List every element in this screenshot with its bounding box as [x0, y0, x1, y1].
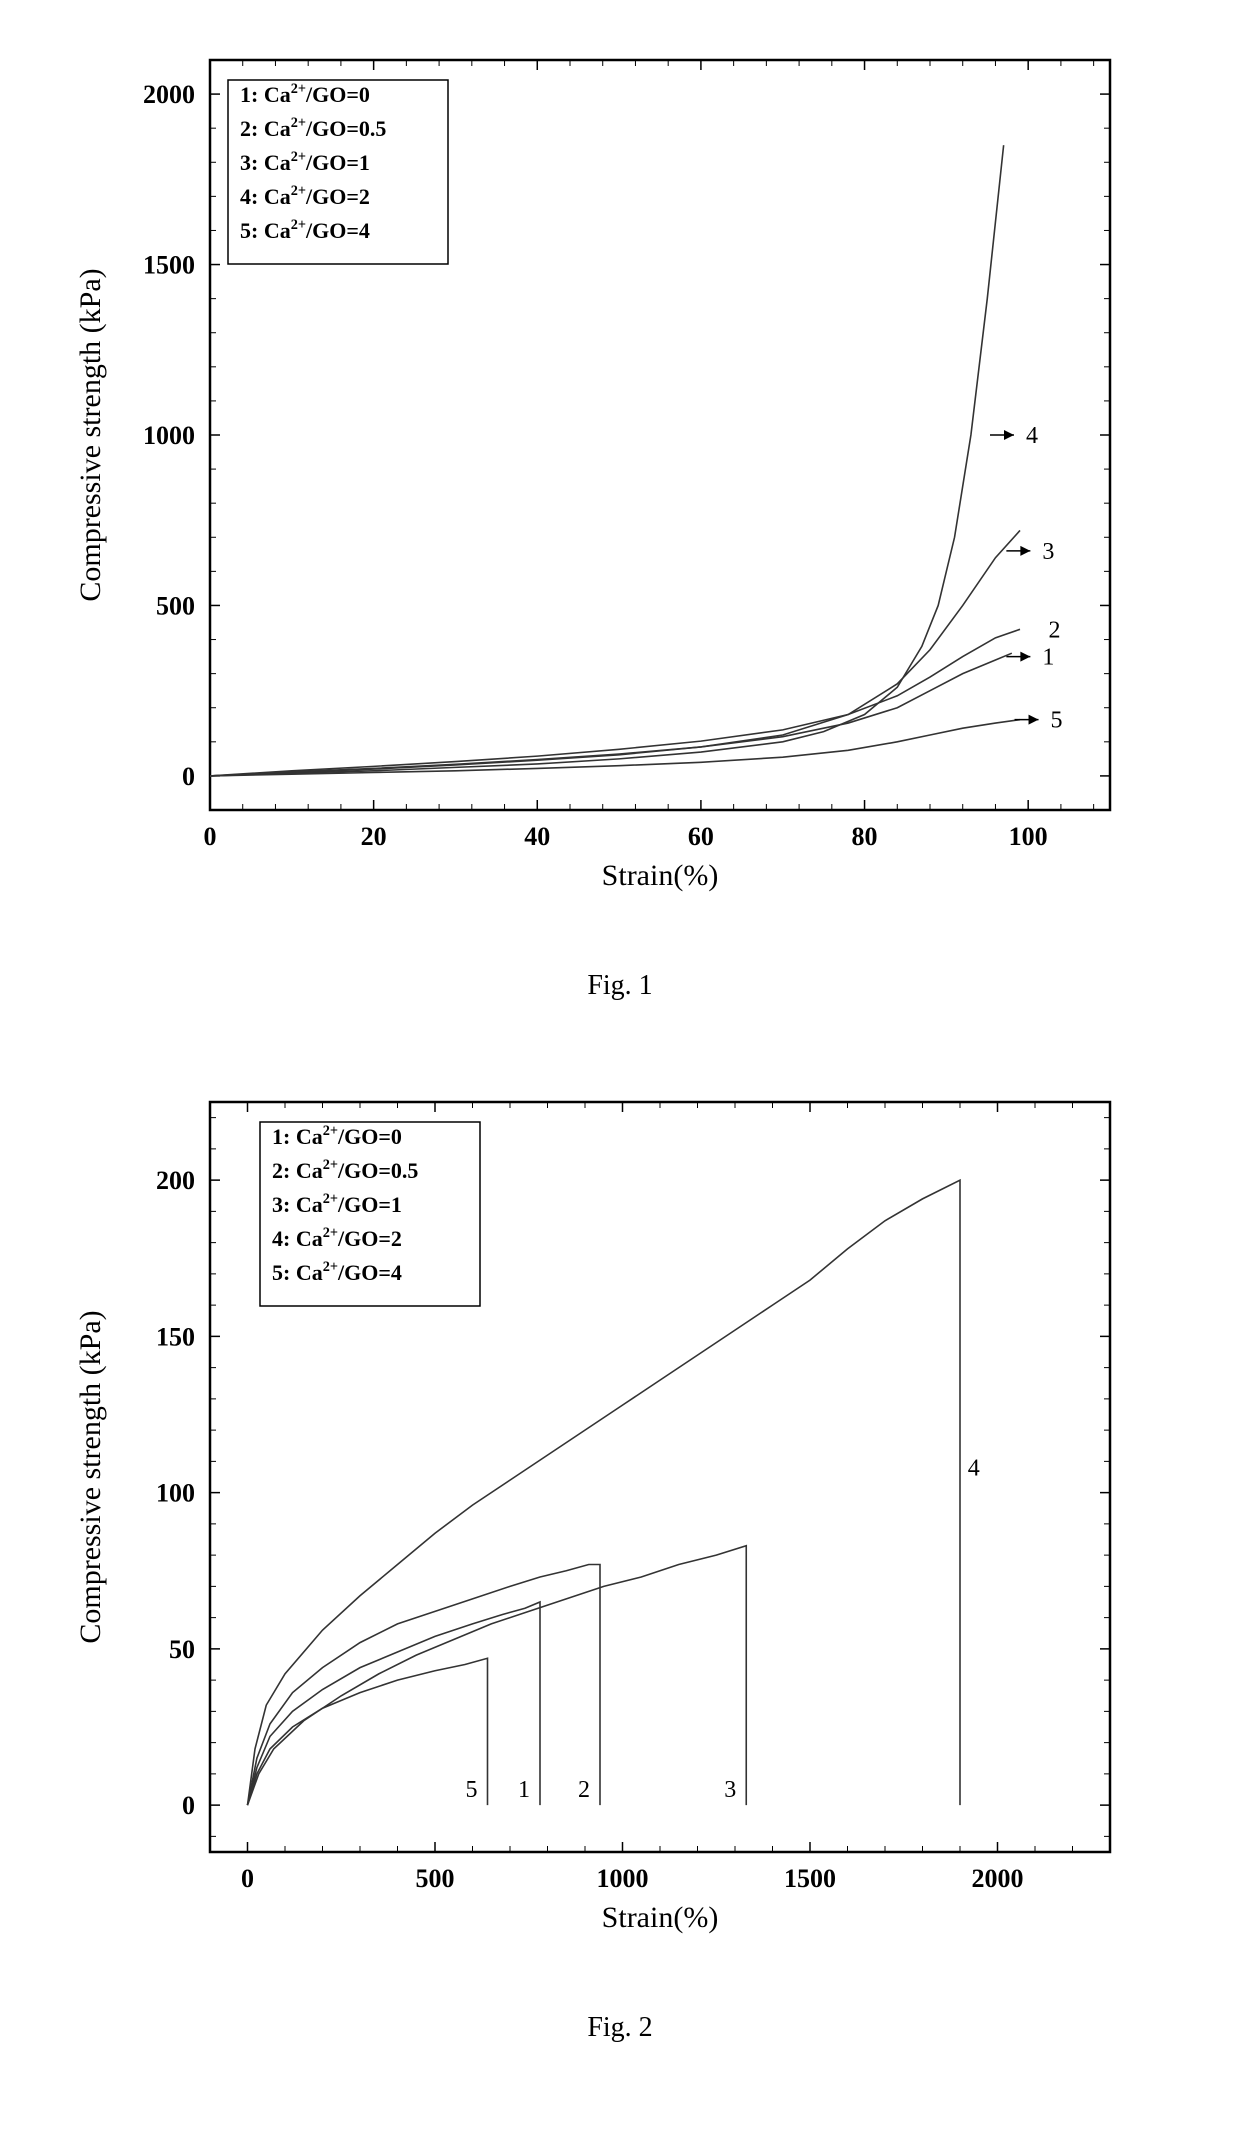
ytick-label: 0 [182, 1791, 195, 1820]
xtick-label: 500 [416, 1864, 455, 1893]
xtick-label: 80 [852, 822, 878, 851]
xtick-label: 100 [1009, 822, 1048, 851]
series-label: 5 [1051, 708, 1063, 734]
ytick-label: 1500 [143, 251, 195, 280]
figure-caption: Fig. 1 [0, 970, 1240, 1002]
ytick-label: 50 [169, 1635, 195, 1664]
xtick-label: 60 [688, 822, 714, 851]
chart-svg: 0 500 1000 1500 2000 0 50 100 150 200 Strain(%) Com… [0, 1042, 1240, 1992]
figure-caption: Fig. 2 [0, 2012, 1240, 2044]
series-label: 3 [724, 1777, 736, 1803]
xtick-label: 20 [361, 822, 387, 851]
xlabel: Strain(%) [602, 859, 719, 892]
xtick-label: 2000 [972, 1864, 1024, 1893]
series-label: 2 [578, 1777, 590, 1803]
series-label: 4 [968, 1456, 980, 1482]
series-label: 3 [1042, 539, 1054, 565]
figure-1: 0204060801000500100015002000Strain(%)Com… [0, 0, 1240, 1002]
ytick-label: 100 [156, 1479, 195, 1508]
series-label: 2 [1049, 617, 1061, 643]
xlabel: Strain(%) [602, 1901, 719, 1934]
xtick-label: 0 [204, 822, 217, 851]
series-label: 5 [466, 1777, 478, 1803]
ytick-label: 150 [156, 1322, 195, 1351]
ylabel: Compressive strength (kPa) [74, 268, 107, 601]
ylabel: Compressive strength (kPa) [74, 1310, 107, 1643]
ytick-label: 200 [156, 1166, 195, 1195]
legend-item: 2: Ca2+/GO=0.5 [272, 1157, 418, 1183]
xtick-label: 1500 [784, 1864, 836, 1893]
series-label: 1 [1042, 645, 1054, 671]
ytick-label: 2000 [143, 80, 195, 109]
xtick-label: 0 [241, 1864, 254, 1893]
xtick-label: 1000 [597, 1864, 649, 1893]
figure-2: 0 500 1000 1500 2000 0 50 100 150 200 Strain(%) Com… [0, 1042, 1240, 2044]
ytick-label: 0 [182, 762, 195, 791]
series-label: 4 [1026, 423, 1038, 449]
legend-item: 2: Ca2+/GO=0.5 [240, 115, 386, 141]
chart-svg: 0204060801000500100015002000Strain(%)Com… [0, 0, 1240, 950]
series-label: 1 [518, 1777, 530, 1803]
ytick-label: 1000 [143, 421, 195, 450]
xtick-label: 40 [524, 822, 550, 851]
ytick-label: 500 [156, 591, 195, 620]
